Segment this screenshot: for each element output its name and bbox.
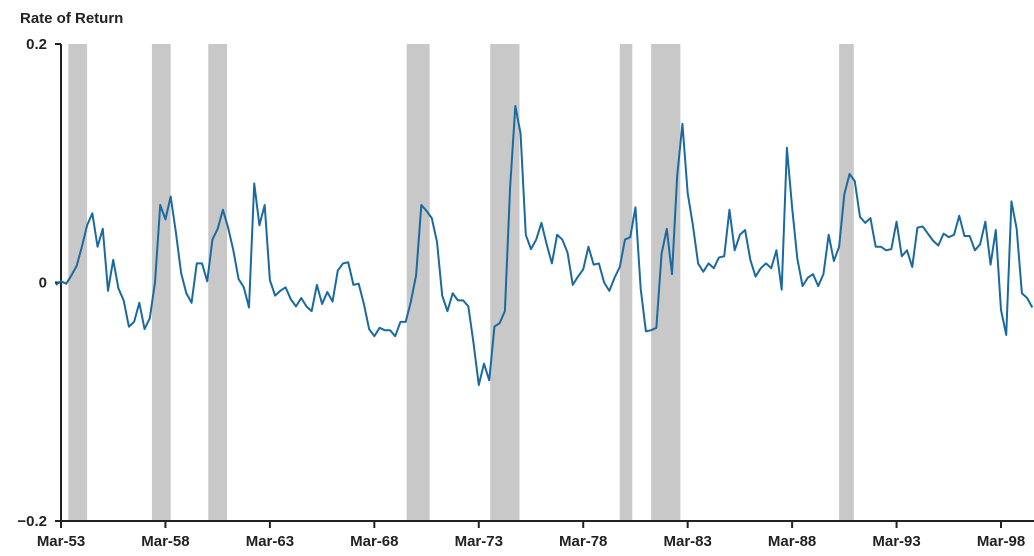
recession-band [619,44,633,521]
recession-band [151,44,171,521]
x-tick-label: Mar-78 [559,533,607,550]
recession-bands [68,44,854,521]
y-ticks: 0.2 0 −0.2 [17,36,61,530]
y-tick-label: 0 [39,275,47,292]
x-tick-label: Mar-68 [350,533,398,550]
y-tick-label: 0.2 [26,36,47,53]
recession-band [68,44,88,521]
x-tick-label: Mar-58 [141,533,189,550]
x-tick-label: Mar-53 [37,533,85,550]
recession-band [839,44,854,521]
recession-band [651,44,681,521]
x-tick-label: Mar-73 [455,533,503,550]
axes [60,44,1034,522]
y-axis-label: Rate of Return [20,10,123,27]
y-tick-label: −0.2 [17,513,47,530]
x-tick-label: Mar-98 [977,533,1025,550]
series [55,105,1034,387]
x-ticks: Mar-53 Mar-58 Mar-63 Mar-68 Mar-73 Mar-78 Mar-… [37,521,1025,550]
x-tick-label: Mar-88 [768,533,816,550]
x-tick-label: Mar-93 [872,533,920,550]
x-tick-label: Mar-63 [246,533,294,550]
return-series-line [55,105,1034,387]
x-tick-label: Mar-83 [663,533,711,550]
recession-band [208,44,228,521]
recession-band [406,44,430,521]
